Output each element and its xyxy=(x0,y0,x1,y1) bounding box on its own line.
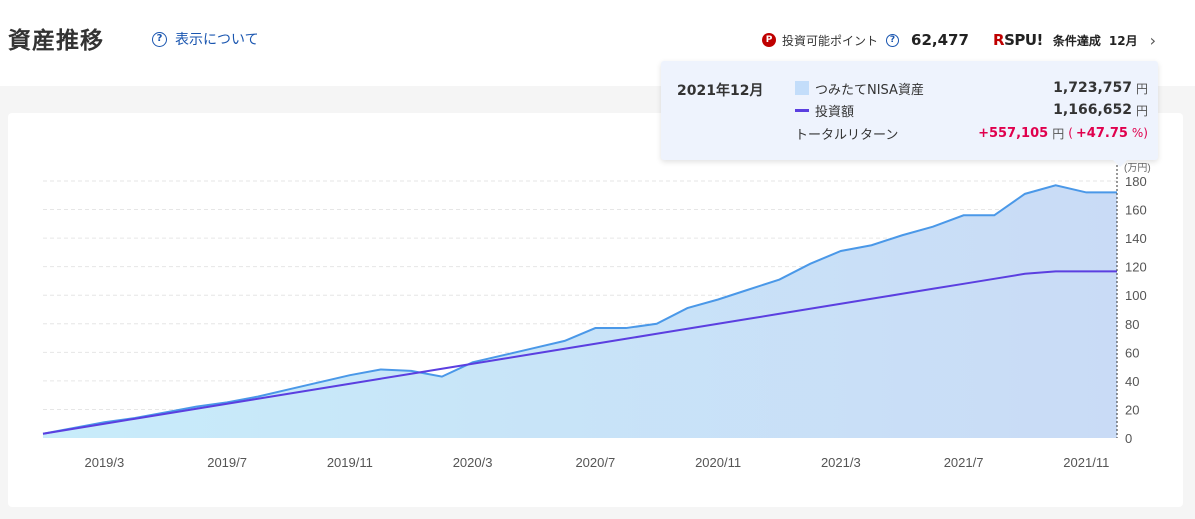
points-value: 62,477 xyxy=(911,31,969,49)
x-tick-label-2019-7: 2019/7 xyxy=(207,455,247,470)
x-axis-labels: 2019/3 2019/7 2019/11 2020/3 2020/7 2020/11 20… xyxy=(84,455,1109,470)
investable-points-card: P 投資可能ポイント ? 62,477 xyxy=(750,20,972,60)
invest-legend-swatch xyxy=(795,108,809,112)
tooltip-invest-label: 投資額 xyxy=(815,104,855,120)
chevron-right-icon: › xyxy=(1149,30,1157,50)
asset-legend-swatch xyxy=(795,81,809,95)
y-tick-label-100: 100 xyxy=(1125,288,1147,303)
chart-lines-layer xyxy=(42,184,1117,435)
x-tick-label-2020-3: 2020/3 xyxy=(453,455,493,470)
y-tick-label-120: 120 xyxy=(1125,260,1147,275)
tooltip-return-label: トータルリターン xyxy=(795,127,899,143)
y-tick-label-0: 0 xyxy=(1125,431,1132,446)
question-circle-icon: ? xyxy=(152,31,167,47)
y-tick-label-160: 160 xyxy=(1125,203,1147,218)
tooltip-return-row: トータルリターン +557,105 円 ( +47.75 %) xyxy=(795,123,1148,143)
tooltip-invest-value: 1,166,652 xyxy=(1053,102,1132,118)
tooltip-return-pct: +47.75 xyxy=(1075,125,1128,141)
asset-area-fill xyxy=(43,185,1117,438)
tooltip-invest-row: 投資額 1,166,652 円 xyxy=(795,100,1148,120)
spu-logo: RSPU! xyxy=(993,31,1043,49)
series-line-invest xyxy=(42,270,1117,435)
y-tick-label-80: 80 xyxy=(1125,317,1139,332)
question-circle-icon[interactable]: ? xyxy=(886,33,900,47)
x-tick-label-2021-11: 2021/11 xyxy=(1063,455,1109,470)
display-help-label: 表示について xyxy=(175,32,259,48)
tooltip-date: 2021年12月 xyxy=(677,83,764,99)
tooltip-invest-yen: 円 xyxy=(1135,103,1148,118)
tooltip-asset-label: つみたてNISA資産 xyxy=(815,82,924,98)
series-line-asset xyxy=(42,184,1117,435)
x-tick-label-2021-3: 2021/3 xyxy=(821,455,861,470)
x-tick-label-2019-3: 2019/3 xyxy=(84,455,124,470)
points-label: 投資可能ポイント xyxy=(782,33,879,48)
page-header: 資産推移 ? 表示について P 投資可能ポイント ? 62,477 RSPU! … xyxy=(0,0,1195,86)
spu-logo-r: R xyxy=(993,31,1005,49)
x-tick-label-2020-11: 2020/11 xyxy=(695,455,741,470)
tooltip-return-yen: 円 xyxy=(1052,126,1065,141)
spu-status-card[interactable]: RSPU! 条件達成 12月 › xyxy=(981,20,1175,60)
display-help-link[interactable]: ? 表示について xyxy=(152,29,259,49)
tooltip-return-paren-open: ( xyxy=(1068,126,1073,140)
y-unit-label: (万円) xyxy=(1124,163,1151,174)
tooltip-return-value: +557,105 xyxy=(978,125,1049,141)
spu-logo-text: SPU! xyxy=(1004,31,1043,49)
page-title: 資産推移 xyxy=(8,28,104,54)
tooltip-asset-yen: 円 xyxy=(1135,81,1148,96)
chart-tooltip: 2021年12月 つみたてNISA資産 1,723,757 円 投資額 1,16… xyxy=(661,61,1158,167)
y-tick-label-180: 180 xyxy=(1125,174,1147,189)
tooltip-asset-value: 1,723,757 xyxy=(1053,80,1132,96)
y-axis-labels: 0 20 40 60 80 100 120 140 160 180(万円) xyxy=(1124,163,1151,446)
x-tick-label-2021-7: 2021/7 xyxy=(944,455,984,470)
spu-status: 条件達成 xyxy=(1052,33,1101,48)
tooltip-return-paren-close: %) xyxy=(1131,126,1148,140)
y-tick-label-20: 20 xyxy=(1125,402,1139,417)
tooltip-asset-row: つみたてNISA資産 1,723,757 円 xyxy=(795,78,1148,98)
x-tick-label-2020-7: 2020/7 xyxy=(575,455,615,470)
y-tick-label-60: 60 xyxy=(1125,345,1139,360)
rakuten-point-icon: P xyxy=(762,33,776,47)
spu-month: 12月 xyxy=(1108,33,1138,48)
y-tick-label-40: 40 xyxy=(1125,374,1139,389)
y-tick-label-140: 140 xyxy=(1125,231,1147,246)
asset-area-layer xyxy=(43,185,1117,438)
x-tick-label-2019-11: 2019/11 xyxy=(327,455,373,470)
